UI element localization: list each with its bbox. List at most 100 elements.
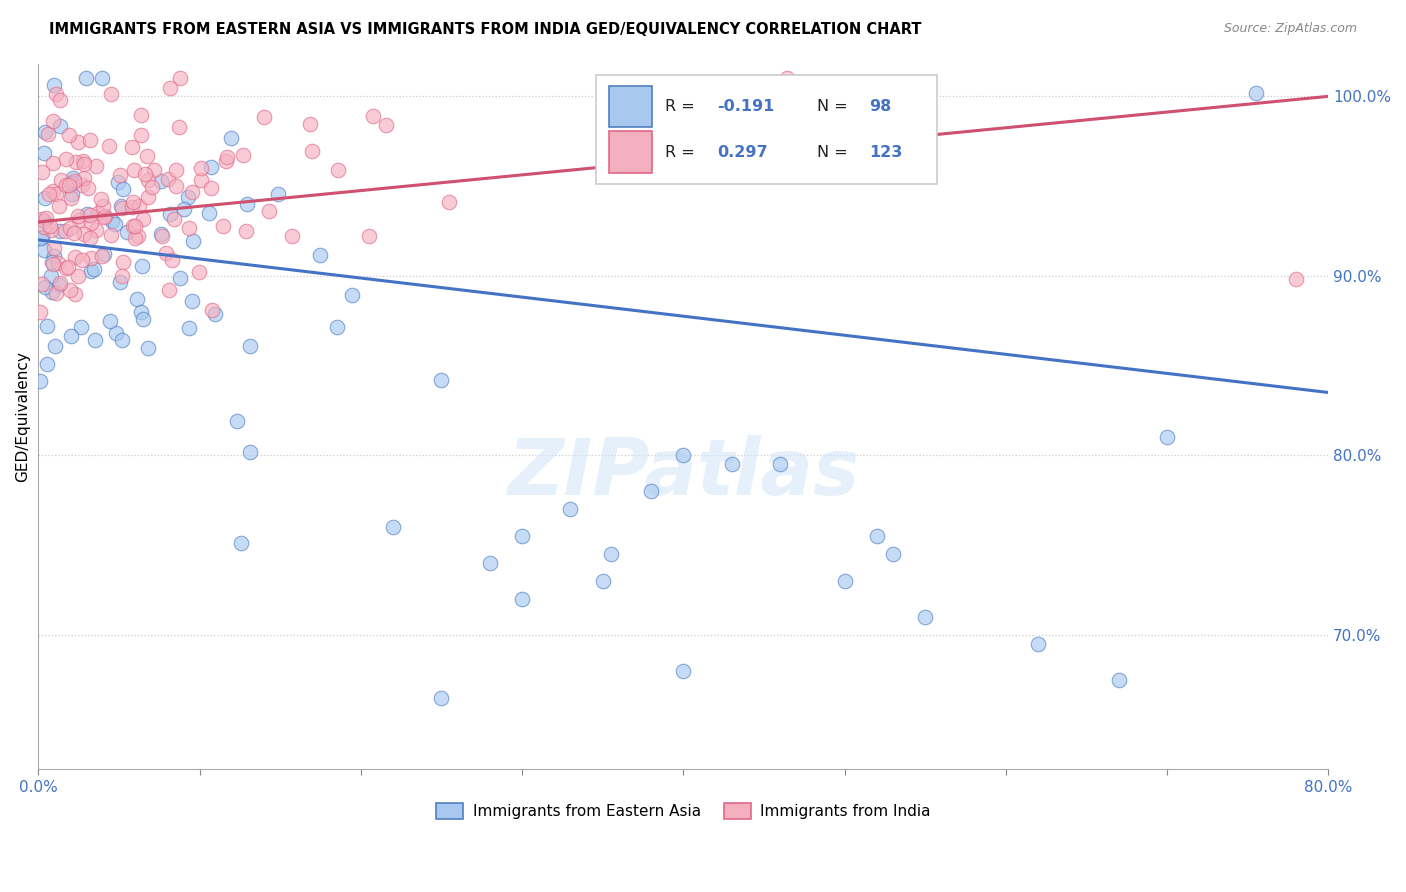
Point [169,71,191,86]
Point [44,241,66,255]
Point [93,246,115,260]
Point [510,529,533,543]
Point [239,445,262,459]
Point [1026,637,1049,651]
Point [115,225,138,239]
Point [79,231,101,245]
Point [204,307,226,321]
Point [150,174,173,188]
Point [42,155,65,169]
Point [79,133,101,147]
Point [35,318,58,333]
Point [58,178,80,193]
Point [63,250,86,264]
Point [45,286,67,301]
Text: IMMIGRANTS FROM EASTERN ASIA VS IMMIGRANTS FROM INDIA GED/EQUIVALENCY CORRELATIO: IMMIGRANTS FROM EASTERN ASIA VS IMMIGRAN… [49,22,922,37]
Point [510,591,533,606]
Point [180,185,202,199]
Point [70,320,93,334]
Text: N =: N = [817,99,853,114]
Point [124,230,146,244]
Point [190,173,212,187]
Point [34,211,56,225]
Point [44,339,66,353]
Point [361,109,384,123]
Point [55,178,77,193]
Point [430,690,453,705]
Point [599,547,621,561]
Point [41,255,63,269]
Point [149,227,172,241]
Point [672,448,695,462]
Point [215,154,238,169]
Point [73,227,96,241]
Point [136,190,159,204]
Point [34,244,56,258]
Point [83,261,105,276]
Point [232,147,254,161]
Point [41,285,63,299]
Point [198,206,221,220]
Point [914,609,936,624]
Point [59,283,82,297]
Point [167,120,190,134]
Point [32,214,55,228]
Point [150,229,173,244]
Text: -0.191: -0.191 [717,99,775,114]
Point [181,235,204,249]
Point [281,228,304,243]
Point [42,114,65,128]
Point [67,135,90,149]
Point [107,175,129,189]
Point [478,556,501,570]
Point [169,271,191,285]
Point [157,171,180,186]
Point [34,279,56,293]
Point [72,153,94,168]
Point [70,253,93,268]
Point [48,198,70,212]
Point [672,664,695,678]
Point [108,275,131,289]
Point [200,160,222,174]
Point [65,154,87,169]
Point [59,190,82,204]
Point [326,319,349,334]
Point [80,264,103,278]
Point [775,71,797,86]
Point [37,127,59,141]
Point [253,111,276,125]
Point [159,81,181,95]
Point [49,120,72,134]
Point [32,145,55,160]
Point [31,211,53,226]
Point [31,230,53,244]
Point [122,162,145,177]
Point [45,87,67,102]
Point [159,206,181,220]
Point [215,150,238,164]
Point [31,165,53,179]
Point [79,208,101,222]
Point [111,255,134,269]
Point [49,93,72,107]
Point [60,176,83,190]
Point [111,334,134,348]
Point [80,216,103,230]
Point [136,149,159,163]
Point [84,223,107,237]
Point [63,227,86,241]
Point [267,187,290,202]
Point [131,260,153,274]
Point [326,163,349,178]
Point [60,187,83,202]
Text: R =: R = [665,145,700,160]
Point [59,221,82,235]
Point [48,224,70,238]
Point [111,269,134,284]
Point [97,138,120,153]
Point [173,202,195,216]
Point [134,167,156,181]
Text: 123: 123 [869,145,903,160]
Point [93,211,115,225]
